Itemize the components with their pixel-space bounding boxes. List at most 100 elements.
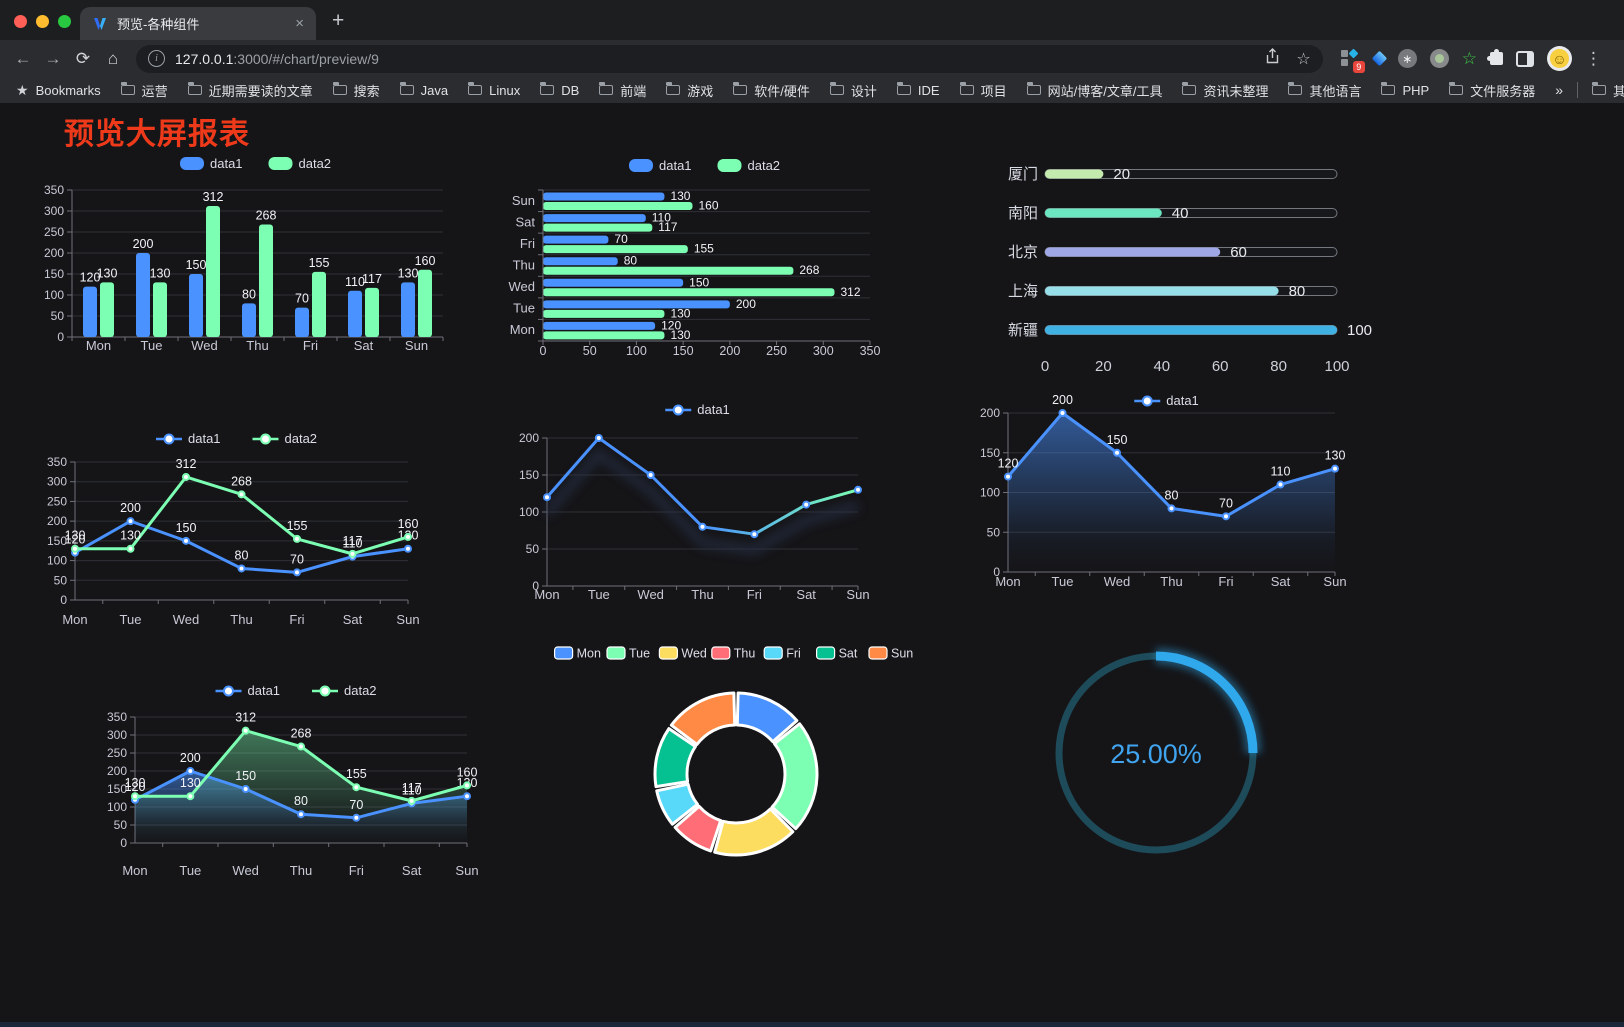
svg-text:Wed: Wed <box>1104 574 1131 589</box>
folder-icon <box>959 82 974 95</box>
svg-text:100: 100 <box>1324 358 1349 375</box>
svg-text:60: 60 <box>1230 244 1247 261</box>
svg-text:Thu: Thu <box>513 258 535 273</box>
svg-text:data2: data2 <box>285 431 318 446</box>
extensions-puzzle-icon[interactable] <box>1487 49 1503 65</box>
svg-text:117: 117 <box>658 220 677 234</box>
svg-text:312: 312 <box>176 457 197 471</box>
blue-area-chart[interactable]: data1 0 50 100 150 200 Mon Tue Wed Thu Fri Sat Sun 12… <box>975 390 1377 602</box>
bookmark-folder[interactable]: 软件/硬件 <box>733 81 810 100</box>
bookmark-folder[interactable]: Linux <box>468 82 520 98</box>
browser-menu-icon[interactable]: ⋮ <box>1585 48 1602 68</box>
svg-text:Sun: Sun <box>396 612 419 627</box>
svg-text:20: 20 <box>1113 166 1130 183</box>
svg-text:data1: data1 <box>248 683 281 698</box>
grouped-bar-chart[interactable]: data1 data2 0 50 100 150 200 250 300 350 Mon Tue Wed… <box>44 148 465 370</box>
svg-text:北京: 北京 <box>1008 244 1038 261</box>
folder-icon <box>187 82 202 95</box>
other-bookmarks-label: 其他书签 <box>1613 83 1624 99</box>
bookmark-folder[interactable]: IDE <box>896 82 940 98</box>
bookmark-folder[interactable]: 运营 <box>120 81 168 100</box>
bookmark-folder[interactable]: 游戏 <box>666 81 713 100</box>
svg-text:130: 130 <box>65 529 86 543</box>
svg-text:100: 100 <box>107 800 127 814</box>
bookmark-folder[interactable]: 近期需要读的文章 <box>187 81 313 100</box>
svg-text:Mon: Mon <box>995 574 1020 589</box>
svg-text:Sun: Sun <box>512 193 535 208</box>
gauge-chart[interactable]: 25.00% <box>1040 640 1302 888</box>
bookmark-folder[interactable]: 项目 <box>959 81 1007 100</box>
svg-text:40: 40 <box>1153 358 1170 375</box>
gradient-line-chart[interactable]: data1 0 50 100 150 200 Mon Tue Wed Thu Fri Sat Sun <box>505 393 905 613</box>
svg-text:130: 130 <box>150 266 171 280</box>
dashboard-preview-page: 预览大屏报表 data1 data2 0 50 100 150 200 250 300 350 Mo… <box>0 103 1624 1027</box>
share-icon[interactable] <box>1265 48 1280 69</box>
svg-text:南阳: 南阳 <box>1008 205 1038 222</box>
bookmark-folder[interactable]: 资讯未整理 <box>1182 81 1268 100</box>
bookmarks-root[interactable]: ★ Bookmarks <box>16 82 101 99</box>
bookmark-label: 近期需要读的文章 <box>208 83 313 99</box>
bookmark-folder[interactable]: 搜索 <box>332 81 380 100</box>
svg-text:150: 150 <box>107 782 127 796</box>
svg-text:data1: data1 <box>210 156 243 171</box>
bookmark-folder[interactable]: DB <box>540 82 579 98</box>
folder-icon <box>332 82 347 95</box>
url-text[interactable]: 127.0.0.1:3000/#/chart/preview/9 <box>175 51 379 67</box>
back-button[interactable]: ← <box>14 48 32 68</box>
close-window-button[interactable] <box>14 15 27 28</box>
svg-text:Sat: Sat <box>515 214 535 229</box>
bookmark-folder[interactable]: 文件服务器 <box>1449 81 1535 100</box>
svg-text:data2: data2 <box>748 158 781 173</box>
svg-text:300: 300 <box>44 204 64 218</box>
svg-text:Sat: Sat <box>1271 574 1291 589</box>
bookmark-folder[interactable]: 前端 <box>599 81 646 100</box>
tab-close-icon[interactable]: × <box>295 15 304 32</box>
sidebar-toggle-icon[interactable] <box>1516 50 1534 67</box>
svg-text:0: 0 <box>540 344 547 358</box>
svg-text:110: 110 <box>343 537 363 551</box>
extension-record-icon[interactable] <box>1429 49 1449 68</box>
svg-text:50: 50 <box>583 344 597 358</box>
svg-text:100: 100 <box>47 554 67 568</box>
extension-grid-icon[interactable]: 9 <box>1340 48 1365 73</box>
svg-text:110: 110 <box>652 211 671 225</box>
profile-avatar[interactable]: ☺ <box>1547 46 1572 71</box>
extension-asterisk-icon[interactable]: ∗ <box>1397 49 1417 68</box>
svg-text:117: 117 <box>402 781 422 795</box>
other-bookmarks[interactable]: 其他书签 <box>1592 81 1624 100</box>
browser-tab[interactable]: 预览-各种组件 × <box>80 7 316 40</box>
donut-chart[interactable]: Mon Tue Wed Thu Fri Sat Sun <box>545 640 945 888</box>
fullscreen-window-button[interactable] <box>58 15 71 28</box>
folder-icon <box>1288 82 1303 95</box>
svg-text:250: 250 <box>766 344 787 358</box>
extension-green-star-icon[interactable]: ☆ <box>1461 48 1477 68</box>
reload-button[interactable]: ⟳ <box>75 48 91 68</box>
svg-text:Tue: Tue <box>1052 574 1074 589</box>
folder-icon <box>1381 82 1396 95</box>
svg-text:120: 120 <box>80 271 101 285</box>
svg-text:312: 312 <box>235 711 256 725</box>
bookmark-star-icon[interactable]: ☆ <box>1296 50 1311 68</box>
site-info-icon[interactable]: i <box>148 50 165 67</box>
address-bar[interactable]: i 127.0.0.1:3000/#/chart/preview/9 ☆ <box>136 44 1323 73</box>
bookmark-folder[interactable]: 网站/博客/文章/工具 <box>1026 81 1162 100</box>
svg-text:268: 268 <box>291 727 312 741</box>
progress-bar-chart[interactable]: 厦门 20 南阳 40 北京 60 上海 80 新疆 100 0 20 40 60 80 100 <box>990 150 1400 385</box>
bookmark-folder[interactable]: 其他语言 <box>1288 81 1361 100</box>
svg-text:250: 250 <box>47 494 67 508</box>
devtools-gem-icon[interactable] <box>1371 50 1388 67</box>
line-area-chart[interactable]: data1 data2 0 50 100 150 200 250 300 350 Mon Tue Wed… <box>105 675 525 887</box>
bookmarks-overflow-chevron[interactable]: » <box>1555 82 1564 98</box>
home-button[interactable]: ⌂ <box>107 48 119 68</box>
svg-text:200: 200 <box>133 237 154 251</box>
two-series-line-chart[interactable]: data1 data2 0 50 100 150 200 250 300 350 Mon Tue Wed… <box>45 425 465 637</box>
forward-button[interactable]: → <box>44 48 62 68</box>
bookmark-folder[interactable]: 设计 <box>829 81 877 100</box>
svg-text:Tue: Tue <box>179 863 201 878</box>
minimize-window-button[interactable] <box>36 15 49 28</box>
new-tab-button[interactable]: + <box>332 9 345 32</box>
svg-text:268: 268 <box>799 263 819 277</box>
bookmark-folder[interactable]: Java <box>399 82 448 98</box>
bookmark-folder[interactable]: PHP <box>1381 82 1429 98</box>
